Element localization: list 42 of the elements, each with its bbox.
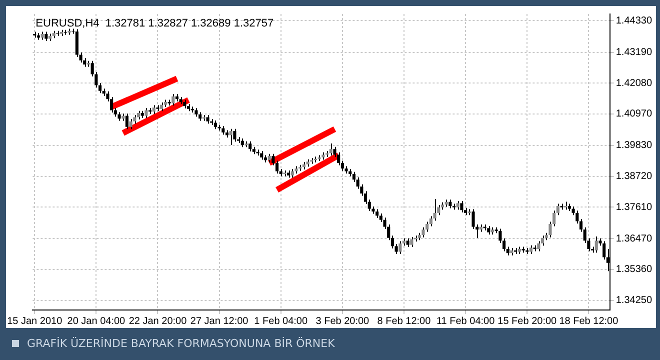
candlestick — [75, 28, 78, 58]
x-tick-label: 1 Feb 04:00 — [254, 316, 308, 327]
x-tick-label: 8 Feb 12:00 — [377, 316, 432, 327]
text: GRAFİK ÜZERİNDE BAYRAK FORMASYONUNA BİR ÖRNEK — [27, 337, 335, 350]
y-tick-label: 1.36470 — [616, 233, 652, 244]
candlestick — [422, 226, 425, 238]
candlestick — [144, 108, 148, 119]
candlestick — [352, 171, 356, 182]
y-tick-label: 1.39830 — [616, 140, 652, 152]
candlestick — [472, 208, 475, 230]
candlestick — [129, 118, 132, 130]
candlestick — [44, 31, 48, 42]
y-tick-label: 1.42080 — [616, 78, 652, 89]
candlestick — [172, 94, 175, 106]
y-tick-label: 1.43190 — [616, 47, 652, 58]
candlestick — [410, 236, 414, 248]
candlestick — [594, 236, 598, 254]
y-tick-label: 1.38720 — [616, 171, 652, 182]
x-tick-label: 11 Feb 04:00 — [436, 316, 496, 327]
x-tick-label: 15 Jan 2010 — [7, 316, 63, 327]
candlestick — [233, 128, 236, 142]
candlestick — [229, 128, 232, 146]
x-tick-label: 18 Feb 12:00 — [559, 316, 619, 327]
y-tick-label: 1.34250 — [616, 295, 652, 306]
y-tick-label: 1.37610 — [616, 202, 652, 213]
candlestick — [125, 113, 128, 130]
x-tick-label: 3 Feb 20:00 — [316, 316, 370, 327]
candlestick — [329, 143, 332, 156]
y-tick-label: 1.44330 — [616, 15, 652, 26]
candlestick — [398, 240, 402, 254]
x-tick-label: 27 Jan 12:00 — [190, 316, 249, 327]
candlestick — [394, 243, 398, 254]
x-tick-label: 20 Jan 04:00 — [67, 316, 126, 327]
chart-title: EURUSD,H4 1.32781 1.32827 1.32689 1.32757 — [36, 18, 274, 30]
candlestick — [248, 140, 252, 152]
candlestick — [460, 200, 464, 213]
y-tick-label: 1.40970 — [616, 108, 652, 120]
x-tick-label: 22 Jan 20:00 — [128, 316, 188, 327]
candlestick — [602, 240, 606, 260]
x-tick-label: 15 Feb 20:00 — [498, 316, 558, 327]
y-tick-label: 1.35360 — [616, 264, 652, 276]
candlestick — [537, 240, 540, 252]
